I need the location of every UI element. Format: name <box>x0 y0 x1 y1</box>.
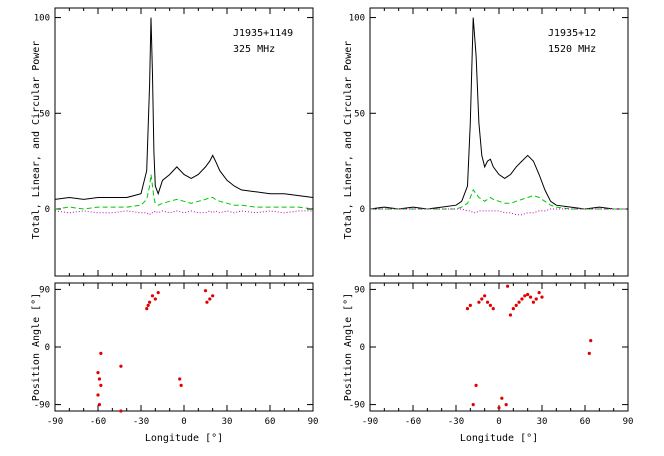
position-angle-point <box>511 307 515 311</box>
frequency-label: 1520 MHz <box>548 44 596 55</box>
position-angle-point <box>587 351 591 355</box>
position-angle-point <box>211 294 215 298</box>
x-tick-label: -30 <box>448 417 464 427</box>
x-tick-label: 60 <box>265 417 276 427</box>
y-tick-label: -90 <box>34 401 50 411</box>
y-tick-label: 0 <box>360 343 365 353</box>
position-angle-point <box>96 371 100 375</box>
position-angle-point <box>471 403 475 407</box>
position-angle-point <box>500 396 504 400</box>
position-angle-point <box>474 383 478 387</box>
y-axis-label: Total, Linear, and Circular Power <box>343 41 354 240</box>
y-tick-label: 100 <box>34 14 50 24</box>
position-angle-point <box>99 383 103 387</box>
position-angle-point <box>526 292 530 297</box>
linear-power-line <box>370 188 628 210</box>
position-angle-point <box>480 297 484 301</box>
position-angle-point <box>589 339 593 343</box>
x-tick-label: 0 <box>496 417 501 427</box>
plot-frame <box>54 282 314 412</box>
position-angle-point <box>145 307 149 311</box>
position-angle-point <box>514 303 518 307</box>
position-angle-point <box>468 303 472 307</box>
position-angle-point <box>485 300 490 304</box>
position-angle-point <box>150 294 155 298</box>
position-angle-point <box>203 289 208 293</box>
position-angle-point <box>156 291 160 295</box>
position-angle-point <box>465 307 470 311</box>
x-tick-label: 30 <box>537 417 548 427</box>
y-tick-label: 90 <box>354 285 365 295</box>
x-tick-label: 30 <box>222 417 233 427</box>
position-angle-point <box>97 377 102 381</box>
position-angle-point <box>497 406 501 410</box>
position-angle-point <box>488 303 492 307</box>
total-power-line <box>54 17 314 200</box>
position-angle-point <box>179 383 183 387</box>
x-tick-label: 90 <box>623 417 634 427</box>
position-angle-point <box>178 377 182 381</box>
y-tick-label: 50 <box>39 109 50 119</box>
x-tick-label: 90 <box>308 417 319 427</box>
x-tick-label: -90 <box>47 417 63 427</box>
position-angle-panel-left: Position Angle [°] Longitude [°] -90 -60 -… <box>31 282 319 444</box>
y-axis-label: Total, Linear, and Circular Power <box>31 41 42 240</box>
x-tick-label: -60 <box>90 417 106 427</box>
position-angle-point <box>506 284 510 288</box>
x-tick-label: -90 <box>362 417 378 427</box>
linear-power-line <box>54 174 314 210</box>
position-angle-point <box>477 300 481 304</box>
y-tick-label: -90 <box>349 401 365 411</box>
position-angle-point <box>491 307 495 311</box>
position-angle-point <box>540 295 544 299</box>
x-tick-label: 60 <box>580 417 591 427</box>
position-angle-panel-right: Position Angle [°] Longitude [°] -90 -60 -… <box>343 282 634 444</box>
x-tick-label: -60 <box>405 417 421 427</box>
x-axis-label: Longitude [°] <box>145 433 223 444</box>
position-angle-point <box>97 403 102 407</box>
position-angle-point <box>534 297 538 301</box>
position-angle-point <box>119 409 123 413</box>
pulsar-name-label: J1935+12 <box>548 28 596 39</box>
position-angle-point <box>483 294 487 298</box>
plot-frame <box>369 282 629 412</box>
position-angle-point <box>153 297 157 301</box>
circular-power-line <box>54 210 313 216</box>
frequency-label: 325 MHz <box>233 44 275 55</box>
position-angle-point <box>99 351 103 355</box>
y-axis-label: Position Angle [°] <box>343 293 354 401</box>
y-tick-label: 90 <box>39 285 50 295</box>
position-angle-point <box>520 297 524 301</box>
y-tick-label: 0 <box>45 343 50 353</box>
profile-panel-right: J1935+12 1520 MHz Total, Linear, and Cir… <box>343 7 629 277</box>
y-tick-label: 100 <box>349 14 365 24</box>
y-tick-label: 0 <box>360 205 365 215</box>
position-angle-point <box>537 291 541 295</box>
total-power-line <box>369 17 628 210</box>
x-axis-label: Longitude [°] <box>460 433 538 444</box>
y-axis-label: Position Angle [°] <box>31 293 42 401</box>
circular-power-line <box>370 208 628 216</box>
position-angle-point <box>517 300 521 304</box>
profile-panel-left: J1935+1149 325 MHz Total, Linear, and Ci… <box>31 7 314 277</box>
y-tick-label: 50 <box>354 109 365 119</box>
pulsar-name-label: J1935+1149 <box>233 28 293 39</box>
x-tick-label: 0 <box>181 417 186 427</box>
position-angle-point <box>208 297 212 301</box>
position-angle-point <box>205 300 209 304</box>
position-angle-point <box>508 313 513 317</box>
position-angle-point <box>528 295 533 299</box>
position-angle-point <box>148 300 152 304</box>
position-angle-point <box>96 393 100 397</box>
position-angle-point <box>531 300 536 304</box>
position-angle-point <box>146 303 150 307</box>
y-tick-label: 0 <box>45 205 50 215</box>
position-angle-point <box>119 364 123 368</box>
position-angle-point <box>523 294 527 298</box>
position-angle-point <box>504 403 508 407</box>
x-tick-label: -30 <box>133 417 149 427</box>
